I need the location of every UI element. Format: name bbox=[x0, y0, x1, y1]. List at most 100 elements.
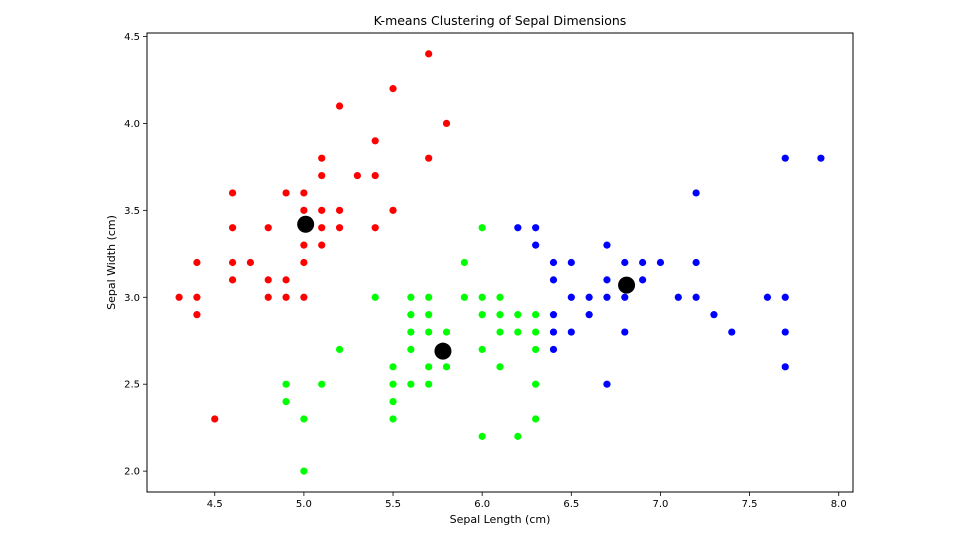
data-point bbox=[300, 206, 308, 214]
data-point bbox=[549, 345, 558, 354]
data-point bbox=[603, 241, 611, 249]
data-point bbox=[425, 154, 433, 162]
data-point bbox=[603, 276, 611, 284]
data-point bbox=[639, 258, 647, 267]
data-point bbox=[442, 119, 451, 128]
data-point bbox=[282, 293, 290, 301]
data-point bbox=[710, 311, 718, 319]
data-point bbox=[692, 189, 700, 197]
data-point bbox=[371, 224, 379, 232]
data-point bbox=[532, 345, 540, 354]
data-point bbox=[549, 328, 558, 336]
data-point bbox=[532, 241, 540, 249]
y-axis-label: Sepal Width (cm) bbox=[105, 215, 118, 310]
data-point bbox=[389, 380, 397, 388]
centroid-series bbox=[297, 215, 636, 360]
data-point bbox=[532, 415, 540, 423]
data-point bbox=[211, 415, 219, 423]
data-point bbox=[175, 293, 183, 301]
data-point bbox=[603, 380, 611, 388]
y-tick-label: 3.5 bbox=[124, 206, 140, 217]
data-point bbox=[425, 328, 433, 336]
data-point bbox=[228, 224, 237, 232]
data-point bbox=[514, 328, 522, 336]
data-point bbox=[781, 328, 789, 336]
data-point bbox=[389, 85, 397, 93]
x-tick-label: 6.5 bbox=[563, 499, 579, 510]
data-point bbox=[460, 258, 468, 267]
data-point bbox=[389, 415, 397, 423]
x-tick-label: 5.5 bbox=[385, 499, 401, 510]
data-point bbox=[300, 258, 308, 267]
data-point bbox=[621, 258, 629, 267]
data-point bbox=[193, 258, 201, 267]
data-point bbox=[567, 258, 575, 267]
data-point bbox=[282, 189, 290, 197]
data-point bbox=[478, 224, 486, 232]
x-axis-label: Sepal Length (cm) bbox=[450, 513, 551, 526]
data-point bbox=[300, 241, 308, 249]
data-point bbox=[549, 258, 558, 267]
data-point bbox=[228, 258, 237, 267]
data-point bbox=[228, 276, 237, 284]
y-tick-label: 2.5 bbox=[124, 380, 140, 391]
data-point bbox=[496, 293, 504, 301]
data-point bbox=[781, 293, 789, 301]
data-point bbox=[335, 206, 344, 214]
data-point bbox=[335, 345, 344, 354]
data-point bbox=[639, 276, 647, 284]
cluster-series-1 bbox=[175, 50, 451, 423]
data-point bbox=[674, 293, 682, 301]
data-point bbox=[407, 293, 415, 301]
y-tick-label: 4.0 bbox=[124, 119, 140, 130]
data-point bbox=[300, 189, 308, 197]
data-point bbox=[318, 241, 326, 249]
data-point bbox=[549, 276, 558, 284]
data-point bbox=[264, 224, 272, 232]
centroid-point bbox=[618, 276, 636, 294]
data-point bbox=[282, 276, 290, 284]
data-point bbox=[300, 415, 308, 423]
data-point bbox=[781, 363, 789, 371]
data-point bbox=[514, 311, 522, 319]
data-point bbox=[621, 328, 629, 336]
data-point bbox=[496, 363, 504, 371]
data-point bbox=[478, 311, 486, 319]
data-point bbox=[389, 363, 397, 371]
data-point bbox=[585, 311, 593, 319]
data-point bbox=[371, 293, 379, 301]
data-point bbox=[567, 328, 575, 336]
data-point bbox=[817, 154, 825, 162]
data-point bbox=[603, 293, 611, 301]
x-tick-label: 6.0 bbox=[474, 499, 490, 510]
centroid-point bbox=[434, 342, 452, 360]
data-point bbox=[264, 276, 272, 284]
data-point bbox=[318, 380, 326, 388]
ticks-layer: 4.5 5.0 5.5 6.0 6.5 7.0 7.5 8.0 2.0 2.5 3.0 3.5 4.0 4… bbox=[124, 32, 847, 510]
data-point bbox=[389, 206, 397, 214]
data-point bbox=[532, 380, 540, 388]
data-point bbox=[425, 293, 433, 301]
data-point bbox=[318, 154, 326, 162]
data-point bbox=[228, 189, 237, 197]
data-point bbox=[425, 363, 433, 371]
data-point bbox=[478, 293, 486, 301]
centroid-point bbox=[297, 215, 315, 233]
y-tick-label: 2.0 bbox=[124, 467, 140, 478]
data-point bbox=[781, 154, 789, 162]
data-point bbox=[532, 328, 540, 336]
data-point bbox=[585, 293, 593, 301]
x-tick-label: 5.0 bbox=[296, 499, 312, 510]
data-point bbox=[371, 137, 379, 145]
data-point bbox=[335, 224, 344, 232]
data-point bbox=[425, 311, 433, 319]
data-point bbox=[549, 311, 558, 319]
data-point bbox=[425, 380, 433, 388]
data-point bbox=[282, 380, 290, 388]
data-point bbox=[425, 50, 433, 58]
cluster-series-2 bbox=[282, 224, 540, 475]
data-point bbox=[246, 258, 255, 267]
data-point bbox=[442, 363, 451, 371]
data-point bbox=[460, 293, 468, 301]
